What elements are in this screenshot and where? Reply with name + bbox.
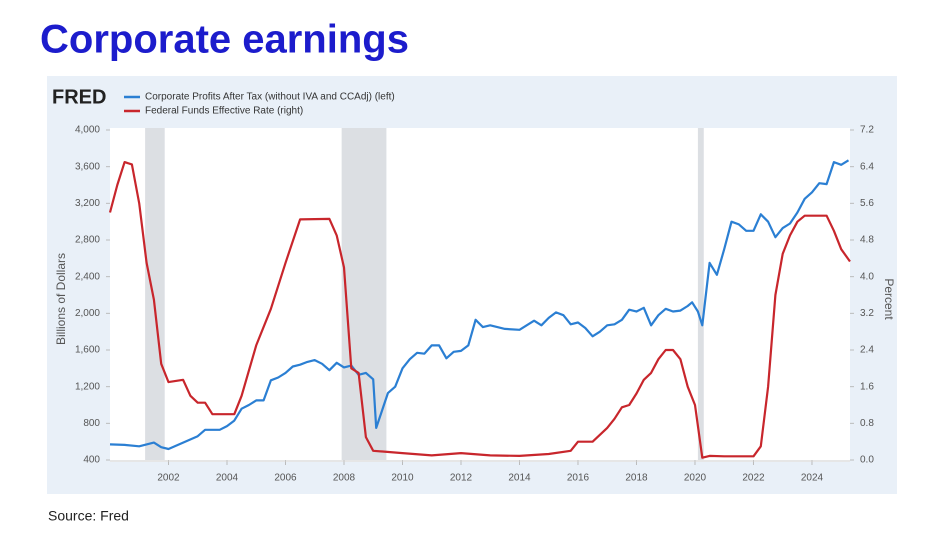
y-tick-label: 1,200: [75, 381, 100, 392]
y-tick-label: 2,000: [75, 308, 100, 319]
recession-shade: [341, 128, 387, 460]
source-logo: FRED: [52, 86, 106, 108]
x-tick-label: 2006: [274, 473, 297, 484]
x-tick-label: 2016: [567, 473, 590, 484]
y2-tick-label: 4.8: [860, 235, 874, 246]
y-tick-label: 2,400: [75, 271, 100, 282]
y-tick-label: 800: [83, 418, 100, 429]
legend-label: Corporate Profits After Tax (without IVA…: [145, 92, 395, 103]
recession-shade: [697, 128, 704, 460]
x-tick-label: 2010: [391, 473, 414, 484]
x-tick-label: 2012: [450, 473, 473, 484]
x-tick-label: 2004: [216, 473, 239, 484]
x-tick-label: 2014: [508, 473, 531, 484]
chart-title: Corporate earnings: [40, 18, 409, 62]
y-tick-label: 3,600: [75, 161, 100, 172]
series-line: [108, 161, 851, 459]
series-line: [109, 159, 850, 451]
y-axis-label: Billions of Dollars: [54, 253, 68, 345]
plot-area: [110, 128, 850, 462]
source-note: Source: Fred: [48, 508, 129, 524]
y-tick-label: 4,000: [75, 125, 100, 136]
y2-tick-label: 2.4: [860, 345, 874, 356]
x-tick-label: 2020: [684, 473, 707, 484]
y-tick-label: 400: [83, 455, 100, 466]
x-tick-label: 2008: [333, 473, 356, 484]
y2-axis-label: Percent: [882, 278, 896, 320]
y-tick-label: 1,600: [75, 345, 100, 356]
y2-tick-label: 3.2: [860, 308, 874, 319]
y2-tick-label: 1.6: [860, 381, 874, 392]
recession-shade: [145, 128, 165, 460]
y2-tick-label: 7.2: [860, 125, 874, 136]
x-tick-label: 2002: [157, 473, 180, 484]
legend-label: Federal Funds Effective Rate (right): [145, 106, 303, 117]
x-tick-label: 2024: [801, 473, 824, 484]
y2-tick-label: 5.6: [860, 198, 874, 209]
y2-tick-label: 0.8: [860, 418, 874, 429]
y2-tick-label: 4.0: [860, 271, 874, 282]
y-tick-label: 2,800: [75, 235, 100, 246]
y-tick-label: 3,200: [75, 198, 100, 209]
y2-tick-label: 6.4: [860, 161, 874, 172]
x-tick-label: 2022: [742, 473, 765, 484]
y2-tick-label: 0.0: [860, 455, 874, 466]
x-tick-label: 2018: [625, 473, 648, 484]
